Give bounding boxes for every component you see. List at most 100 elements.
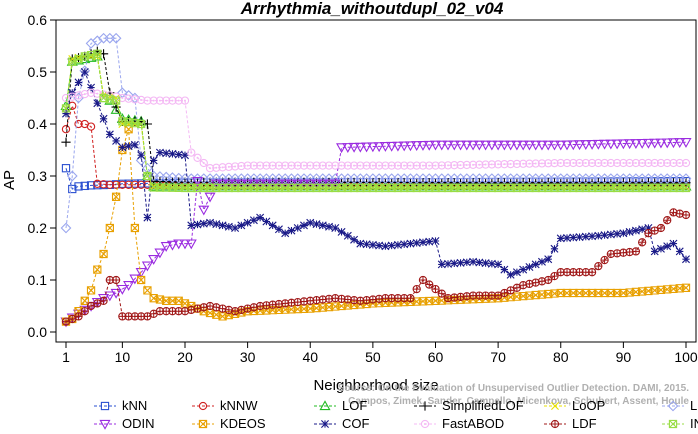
data-point	[411, 141, 423, 152]
data-point	[93, 179, 102, 188]
data-point	[418, 161, 428, 170]
data-point	[481, 160, 490, 169]
data-point	[675, 158, 684, 168]
data-point	[561, 140, 573, 151]
data-point	[306, 218, 315, 227]
data-point	[362, 240, 371, 249]
data-point	[61, 93, 71, 103]
legend-item-knn: kNN	[94, 398, 147, 413]
data-point	[299, 161, 309, 170]
series-line	[65, 37, 686, 229]
legend-marker	[319, 400, 331, 411]
data-point	[368, 240, 377, 249]
data-point	[475, 258, 484, 267]
data-point	[293, 224, 302, 232]
data-point	[663, 242, 672, 251]
data-point	[174, 96, 183, 105]
data-point	[630, 139, 642, 149]
data-point	[185, 239, 197, 250]
data-point	[494, 260, 503, 269]
data-point	[112, 136, 121, 145]
data-point	[168, 96, 177, 105]
data-point	[137, 119, 146, 129]
data-point	[613, 229, 622, 238]
data-point	[337, 227, 346, 236]
data-point	[137, 151, 146, 160]
data-point	[74, 78, 83, 87]
data-point	[505, 140, 517, 151]
data-point	[130, 180, 140, 189]
data-point	[274, 161, 284, 170]
data-point	[537, 159, 547, 168]
data-point	[661, 138, 673, 149]
data-point	[212, 220, 221, 229]
data-point	[162, 96, 171, 105]
data-point	[624, 139, 636, 150]
data-point	[105, 130, 114, 139]
data-point	[587, 158, 597, 168]
watermark-line: Campos, Zimek, Sander, Campello, Micenko…	[348, 396, 689, 407]
data-point	[187, 221, 196, 230]
data-point	[74, 91, 83, 100]
data-point	[542, 140, 554, 151]
data-point	[179, 239, 191, 250]
data-point	[86, 122, 96, 131]
data-point	[237, 161, 246, 171]
data-point	[143, 171, 152, 181]
data-point	[556, 158, 565, 168]
data-point	[586, 140, 598, 150]
data-point	[181, 151, 189, 160]
x-tick-label: 100	[674, 349, 698, 365]
data-point	[324, 161, 334, 170]
y-tick-label: 0.1	[28, 272, 48, 288]
data-point	[617, 139, 629, 150]
data-point	[86, 181, 96, 190]
data-point	[274, 225, 283, 234]
data-point	[569, 158, 578, 168]
watermark-line: Source: On the Evaluation of Unsupervise…	[338, 383, 689, 394]
data-point	[218, 163, 227, 172]
data-point	[99, 249, 108, 259]
data-point	[268, 161, 277, 170]
data-point	[611, 139, 623, 150]
data-point	[199, 158, 208, 168]
data-point	[237, 221, 246, 230]
data-point	[224, 222, 233, 231]
data-point	[74, 182, 83, 191]
data-point	[588, 232, 597, 241]
data-point	[80, 181, 89, 191]
data-point	[581, 158, 590, 168]
data-point	[93, 89, 102, 98]
data-point	[498, 140, 510, 151]
legend-marker	[198, 401, 208, 411]
data-point	[625, 227, 634, 236]
data-point	[187, 148, 196, 157]
data-point	[86, 286, 96, 295]
data-point	[143, 286, 152, 295]
data-point	[600, 231, 609, 240]
data-point	[580, 140, 592, 151]
legend-label: kNNW	[220, 398, 258, 413]
legend-marker	[667, 400, 679, 412]
data-point	[130, 95, 140, 104]
data-point	[525, 159, 534, 168]
data-point	[111, 192, 121, 201]
data-point	[605, 139, 617, 150]
data-point	[116, 284, 128, 295]
data-point	[443, 161, 453, 170]
data-point	[450, 161, 459, 170]
legend-item-ldof: LDOF	[662, 398, 698, 413]
data-point	[606, 158, 615, 168]
data-point	[350, 235, 359, 244]
data-point	[600, 158, 609, 168]
data-point	[404, 141, 416, 152]
data-point	[255, 161, 265, 170]
series-cof	[62, 68, 690, 279]
data-point	[550, 244, 559, 253]
data-point	[642, 138, 654, 149]
data-point	[387, 241, 396, 250]
plot-area	[60, 32, 692, 328]
data-point	[544, 159, 553, 168]
x-tick-label: 70	[490, 349, 506, 365]
